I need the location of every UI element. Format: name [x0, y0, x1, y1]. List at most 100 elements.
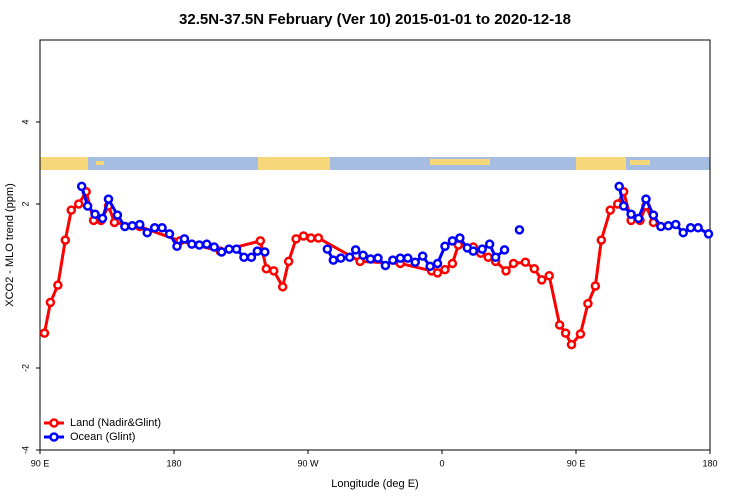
point [537, 275, 547, 285]
chart-title: 32.5N-37.5N February (Ver 10) 2015-01-01… [179, 11, 571, 28]
x-tick-label: 180 [166, 458, 181, 468]
legend-label: Ocean (Glint) [70, 431, 135, 443]
point [501, 266, 511, 276]
point [483, 252, 493, 263]
point [373, 253, 383, 263]
point [231, 244, 242, 254]
point [97, 213, 108, 224]
legend-marker [49, 432, 59, 442]
point [566, 339, 577, 350]
point [179, 234, 190, 244]
x-tick-label: 180 [702, 458, 717, 468]
point [671, 219, 681, 230]
point [490, 252, 501, 263]
point [277, 282, 288, 292]
point [477, 244, 487, 254]
point [678, 227, 688, 238]
point [194, 240, 205, 250]
point [149, 223, 160, 233]
point [216, 247, 227, 257]
y-axis-title: XCO2 - MLO trend (ppm) [4, 183, 16, 306]
point [425, 261, 435, 272]
point [60, 235, 71, 245]
legend-label: Land (Nadir&Glint) [70, 417, 161, 429]
point [432, 268, 443, 278]
point [255, 236, 266, 246]
point [209, 242, 219, 252]
x-tick-label: 90 W [297, 458, 319, 468]
point [484, 239, 495, 249]
point [82, 201, 93, 211]
y-tick-label: -2 [20, 364, 30, 372]
point [358, 250, 368, 260]
x-axis-title: Longitude (deg E) [331, 478, 418, 490]
point [626, 209, 636, 219]
point [583, 298, 593, 309]
point [261, 264, 272, 274]
y-tick-label: 2 [20, 201, 30, 206]
point [239, 252, 249, 263]
point [575, 329, 586, 339]
point [73, 199, 84, 209]
point [336, 253, 346, 263]
point [252, 246, 263, 256]
point [187, 239, 197, 249]
point [560, 328, 571, 338]
point [614, 181, 624, 192]
point [693, 223, 703, 233]
point [648, 210, 659, 220]
point [380, 260, 391, 271]
point [45, 297, 56, 308]
point [685, 223, 696, 233]
point [224, 244, 234, 254]
point [596, 235, 607, 245]
legend-marker [49, 418, 59, 428]
point [447, 236, 458, 246]
x-tick-label: 0 [439, 458, 444, 468]
point [605, 205, 615, 215]
point [164, 229, 175, 239]
point [66, 205, 77, 215]
point [554, 320, 565, 330]
x-tick-label: 90 E [567, 458, 586, 468]
point [388, 255, 398, 265]
point [157, 223, 167, 233]
point [544, 271, 554, 281]
point [365, 254, 376, 264]
point [127, 220, 138, 231]
point [703, 229, 714, 239]
y-tick-label: -4 [20, 446, 30, 454]
point [656, 221, 666, 232]
point [306, 233, 316, 243]
point [468, 246, 479, 256]
point [103, 194, 114, 204]
land-ocean-strip [40, 157, 710, 170]
plot-frame [39, 39, 711, 451]
point [633, 213, 644, 224]
point [291, 234, 301, 244]
point [298, 231, 309, 241]
point [172, 241, 182, 251]
point [447, 258, 458, 269]
point [313, 233, 324, 243]
point [120, 221, 130, 232]
point [499, 245, 510, 255]
point [417, 251, 428, 261]
point [344, 252, 355, 263]
point [529, 264, 540, 274]
point [663, 220, 674, 231]
point [508, 258, 519, 269]
point [403, 253, 413, 263]
point [112, 210, 123, 220]
x-tick-label: 90 E [31, 458, 50, 468]
point [269, 266, 279, 276]
point [39, 328, 50, 338]
point [202, 239, 212, 249]
point [90, 209, 100, 219]
y-tick-label: 4 [20, 119, 30, 124]
point [395, 253, 406, 263]
point [641, 194, 651, 204]
point [283, 256, 294, 267]
point [440, 264, 450, 275]
